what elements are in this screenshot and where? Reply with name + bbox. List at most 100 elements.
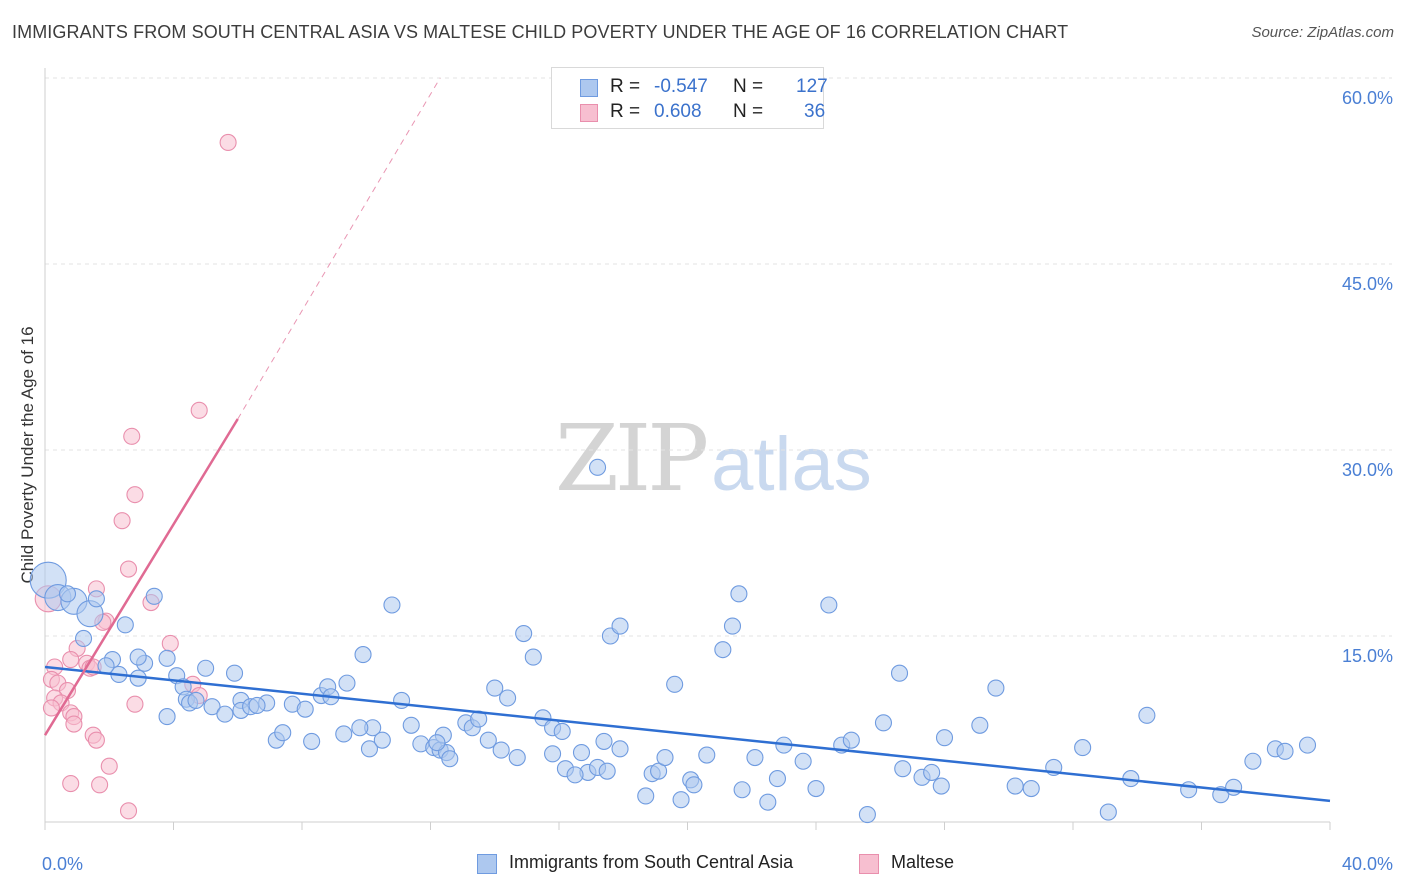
south-central-asia-point <box>393 691 411 710</box>
south-central-asia-point <box>515 624 533 643</box>
south-central-asia-point <box>1138 706 1156 724</box>
south-central-asia-point <box>923 763 941 781</box>
south-central-asia-point <box>890 664 909 682</box>
maltese-point <box>91 776 109 794</box>
south-central-asia-point <box>296 700 314 718</box>
south-central-asia-point <box>187 691 205 710</box>
grid-lines <box>45 77 1392 637</box>
south-central-asia-point <box>759 793 777 811</box>
tick-labels: 15.0% 30.0% 45.0% 60.0% 0.0% 40.0% <box>42 88 1393 874</box>
south-central-asia-point <box>492 741 510 759</box>
source-note: Source: ZipAtlas.com <box>1251 24 1394 41</box>
south-central-asia-point <box>588 458 607 476</box>
south-central-asia-point <box>637 787 655 805</box>
south-central-asia-point <box>479 731 497 749</box>
south-central-asia-point <box>360 740 379 758</box>
maltese-point <box>123 427 141 445</box>
south-central-asia-point <box>874 714 893 732</box>
maltese-point <box>219 133 237 152</box>
watermark-atlas: atlas <box>711 422 872 507</box>
south-central-asia-point <box>1244 752 1262 770</box>
trend-lines <box>43 77 1331 803</box>
south-central-asia-point <box>698 746 716 764</box>
south-central-asia-point <box>598 762 616 780</box>
legend-r-value-pink: 0.608 <box>654 101 702 122</box>
maltese-point <box>100 757 118 775</box>
south-central-asia-point <box>1099 803 1117 821</box>
legend-label-maltese: Maltese <box>891 852 955 872</box>
south-central-asia-point <box>303 732 321 750</box>
south-central-asia-point <box>1180 781 1198 799</box>
watermark: ZIPatlas <box>555 405 872 512</box>
trend-line-maltese-extension <box>237 77 441 420</box>
maltese-point <box>113 512 131 530</box>
maltese-point <box>62 651 80 669</box>
south-central-asia-point <box>383 596 401 614</box>
south-central-asia-points <box>29 458 1317 824</box>
legend-r-label: R = <box>610 101 641 122</box>
south-central-asia-point <box>807 779 825 798</box>
maltese-point <box>161 634 179 652</box>
south-central-asia-point <box>373 731 391 749</box>
south-central-asia-point <box>225 664 244 682</box>
south-central-asia-point <box>335 725 353 743</box>
south-central-asia-point <box>158 708 176 726</box>
x-tick-label: 0.0% <box>42 854 83 874</box>
south-central-asia-point <box>129 648 147 666</box>
maltese-points <box>34 133 237 820</box>
maltese-point <box>87 731 105 749</box>
south-central-asia-point <box>595 732 613 750</box>
south-central-asia-point <box>1298 736 1317 754</box>
south-central-asia-point <box>145 587 163 605</box>
south-central-asia-point <box>1225 778 1243 796</box>
x-tick-label: 40.0% <box>1342 854 1393 874</box>
south-central-asia-point <box>544 745 562 763</box>
maltese-point <box>119 802 138 820</box>
chart-title: IMMIGRANTS FROM SOUTH CENTRAL ASIA VS MA… <box>12 22 1069 42</box>
south-central-asia-point <box>672 791 690 809</box>
legend-n-label: N = <box>733 101 764 122</box>
south-central-asia-point <box>97 657 115 675</box>
south-central-asia-point <box>1022 779 1040 798</box>
maltese-point <box>119 560 138 578</box>
legend-label-south-central-asia: Immigrants from South Central Asia <box>509 852 794 872</box>
south-central-asia-point <box>685 776 703 794</box>
south-central-asia-point <box>158 649 176 667</box>
watermark-zip: ZIP <box>555 405 709 512</box>
maltese-point <box>126 486 144 504</box>
south-central-asia-point <box>1006 777 1024 795</box>
south-central-asia-point <box>402 716 420 734</box>
legend-n-value-blue: 127 <box>796 76 828 97</box>
south-central-asia-point <box>274 724 292 742</box>
trend-line-south-central-asia <box>44 665 1331 803</box>
south-central-asia-point <box>486 679 504 697</box>
south-central-asia-point <box>894 760 912 778</box>
south-central-asia-point <box>338 674 356 692</box>
south-central-asia-point <box>58 585 77 603</box>
south-central-asia-point <box>499 689 517 707</box>
south-central-asia-point <box>666 675 684 693</box>
south-central-asia-point <box>768 770 787 788</box>
south-central-asia-point <box>1276 742 1294 760</box>
south-central-asia-point <box>441 750 459 768</box>
legend-swatch-blue <box>580 79 598 97</box>
south-central-asia-point <box>75 629 93 648</box>
south-central-asia-point <box>351 719 369 737</box>
maltese-point <box>42 699 60 717</box>
south-central-asia-point <box>203 698 221 716</box>
y-tick-label: 60.0% <box>1342 88 1393 108</box>
south-central-asia-point <box>794 752 812 770</box>
south-central-asia-point <box>730 585 748 603</box>
legend-r-label: R = <box>610 76 641 97</box>
south-central-asia-point <box>197 659 215 677</box>
south-central-asia-point <box>116 616 134 634</box>
y-tick-label: 30.0% <box>1342 460 1393 480</box>
maltese-point <box>62 775 80 793</box>
south-central-asia-point <box>932 777 950 795</box>
south-central-asia-point <box>820 596 838 614</box>
south-central-asia-point <box>216 705 234 723</box>
south-central-asia-point <box>248 696 266 714</box>
south-central-asia-point <box>733 781 751 799</box>
south-central-asia-point <box>842 731 860 749</box>
